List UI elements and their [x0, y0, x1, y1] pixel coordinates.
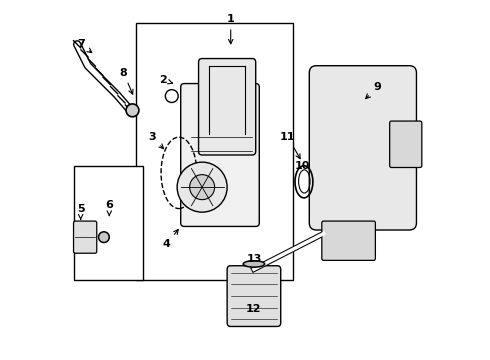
- Text: 1: 1: [227, 14, 235, 44]
- Text: 11: 11: [280, 132, 300, 159]
- FancyBboxPatch shape: [322, 221, 375, 260]
- Text: 2: 2: [159, 75, 172, 85]
- Circle shape: [98, 232, 109, 243]
- Circle shape: [190, 175, 215, 200]
- FancyBboxPatch shape: [390, 121, 422, 167]
- Circle shape: [126, 104, 139, 117]
- FancyBboxPatch shape: [227, 266, 281, 327]
- Text: 13: 13: [246, 253, 262, 264]
- Text: 3: 3: [148, 132, 164, 149]
- Text: 7: 7: [77, 39, 92, 53]
- FancyBboxPatch shape: [309, 66, 416, 230]
- Text: 10: 10: [294, 161, 310, 171]
- FancyBboxPatch shape: [74, 221, 97, 253]
- Text: 4: 4: [163, 230, 178, 249]
- Text: 9: 9: [366, 82, 381, 99]
- Text: 6: 6: [105, 200, 113, 216]
- Text: 5: 5: [77, 203, 84, 219]
- Text: 12: 12: [246, 303, 262, 314]
- Text: 8: 8: [120, 68, 133, 94]
- FancyBboxPatch shape: [181, 84, 259, 226]
- FancyBboxPatch shape: [198, 59, 256, 155]
- Circle shape: [177, 162, 227, 212]
- Ellipse shape: [243, 261, 265, 267]
- Bar: [136, 23, 293, 280]
- Bar: [74, 166, 143, 280]
